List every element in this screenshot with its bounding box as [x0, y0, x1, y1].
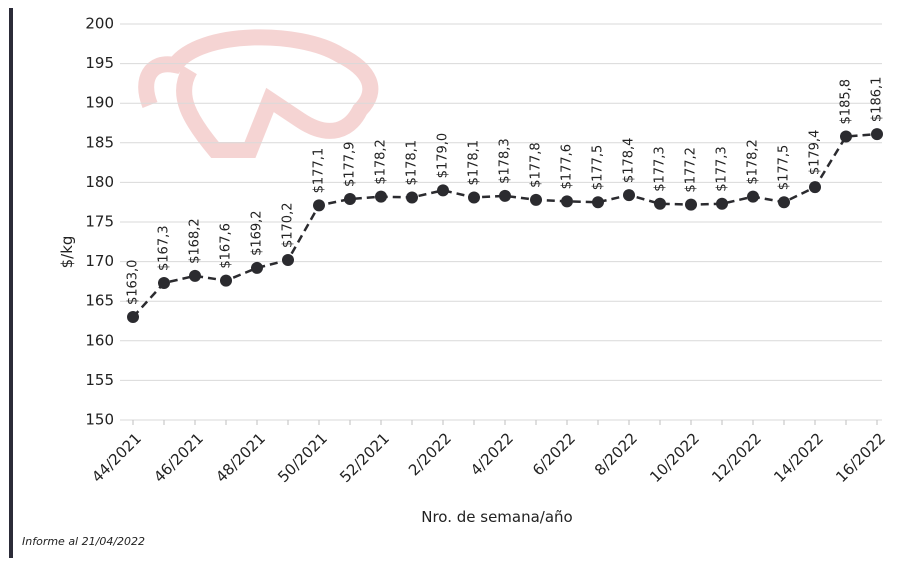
data-point [778, 196, 790, 208]
side-bar [9, 8, 13, 558]
data-label: $177,8 [529, 142, 544, 188]
data-point [530, 194, 542, 206]
data-point [623, 189, 635, 201]
data-point [127, 311, 139, 323]
y-tick-label: 170 [85, 252, 114, 270]
x-tick-label: 50/2021 [274, 429, 331, 486]
data-label: $178,1 [405, 140, 420, 186]
y-tick-label: 155 [85, 371, 114, 389]
data-point [654, 198, 666, 210]
data-label: $170,2 [281, 203, 296, 249]
data-label: $177,1 [312, 148, 327, 194]
data-label: $178,2 [374, 139, 389, 185]
data-label: $179,0 [436, 133, 451, 179]
data-label: $177,3 [715, 146, 730, 192]
y-tick-label: 165 [85, 292, 114, 310]
y-tick-label: 185 [85, 133, 114, 151]
y-tick-label: 180 [85, 173, 114, 191]
y-axis-label: $/kg [58, 236, 76, 269]
data-label: $177,5 [591, 145, 606, 191]
data-label: $186,1 [870, 77, 885, 123]
x-axis-label: Nro. de semana/año [421, 508, 573, 526]
footnote: Informe al 21/04/2022 [22, 535, 145, 548]
data-point [561, 195, 573, 207]
y-tick-label: 195 [85, 54, 114, 72]
data-label: $168,2 [188, 218, 203, 264]
data-label: $163,0 [126, 260, 141, 306]
x-tick-label: 46/2021 [150, 429, 207, 486]
x-tick-label: 2/2022 [405, 429, 455, 479]
data-label: $177,6 [560, 144, 575, 190]
data-label: $169,2 [250, 210, 265, 256]
y-tick-label: 175 [85, 213, 114, 231]
data-point [158, 277, 170, 289]
y-tick-label: 190 [85, 94, 114, 112]
data-point [220, 275, 232, 287]
x-tick-label: 10/2022 [646, 429, 703, 486]
data-point [189, 270, 201, 282]
x-tick-label: 6/2022 [529, 429, 579, 479]
data-label: $178,3 [498, 138, 513, 184]
data-point [685, 199, 697, 211]
data-point [499, 190, 511, 202]
x-tick-label: 14/2022 [770, 429, 827, 486]
data-point [406, 191, 418, 203]
data-point [375, 191, 387, 203]
data-label: $167,6 [219, 223, 234, 269]
data-point [251, 262, 263, 274]
data-point [468, 191, 480, 203]
chart: 150 155 160 165 170 175 180 185 190 195 200 44/2021… [0, 0, 914, 562]
y-tick-label: 160 [85, 331, 114, 349]
x-tick-label: 44/2021 [88, 429, 145, 486]
y-tick-label: 200 [85, 15, 114, 33]
data-point [437, 184, 449, 196]
data-point [840, 130, 852, 142]
data-label: $178,1 [467, 140, 482, 186]
y-tick-label: 150 [85, 411, 114, 429]
data-label: $179,4 [808, 130, 823, 176]
x-tick-label: 52/2021 [336, 429, 393, 486]
data-point [592, 196, 604, 208]
data-point [716, 198, 728, 210]
data-label: $185,8 [839, 79, 854, 125]
data-label: $178,2 [746, 139, 761, 185]
data-point [282, 254, 294, 266]
data-point [747, 191, 759, 203]
data-label: $177,5 [777, 145, 792, 191]
data-label: $167,3 [157, 225, 172, 271]
data-point [344, 193, 356, 205]
x-tick-label: 16/2022 [832, 429, 889, 486]
data-label: $178,4 [622, 138, 637, 184]
data-label: $177,2 [684, 147, 699, 193]
x-tick-label: 12/2022 [708, 429, 765, 486]
data-point [809, 181, 821, 193]
x-tick-label: 8/2022 [591, 429, 641, 479]
x-tick-label: 48/2021 [212, 429, 269, 486]
watermark [146, 37, 370, 150]
x-tick-label: 4/2022 [467, 429, 517, 479]
data-label: $177,9 [343, 142, 358, 188]
data-point [871, 128, 883, 140]
data-point [313, 199, 325, 211]
data-label: $177,3 [653, 146, 668, 192]
